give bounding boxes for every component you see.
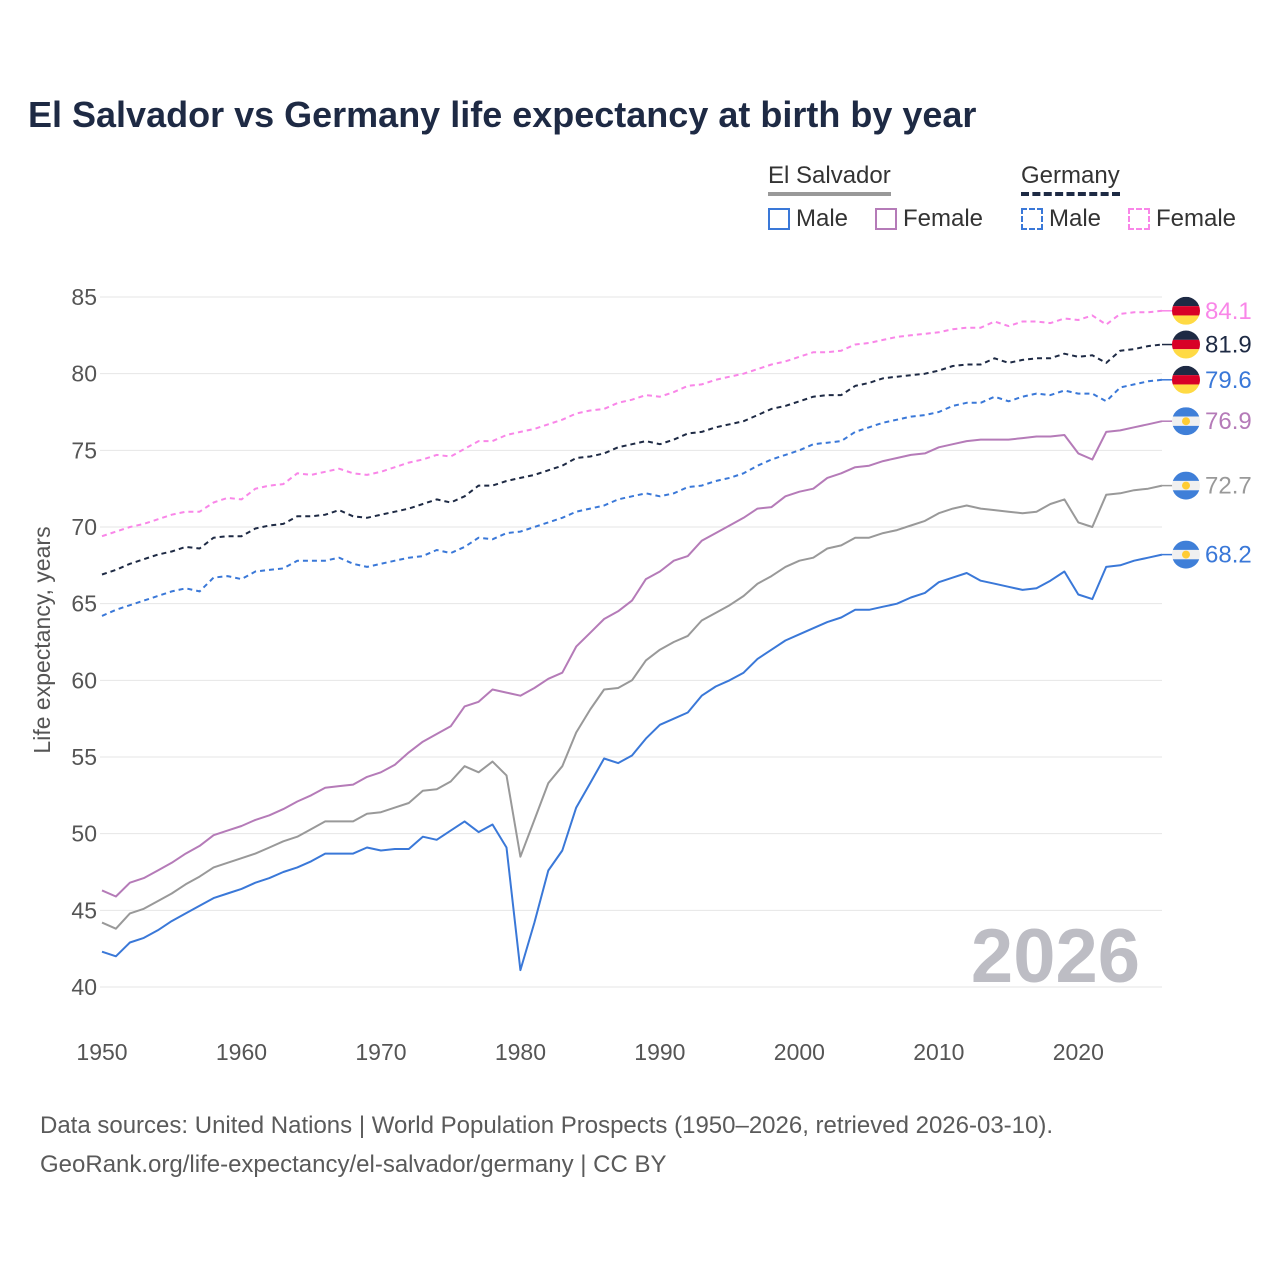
y-axis-label: Life expectancy, years [29, 526, 55, 753]
end-value-label: 81.9 [1205, 332, 1252, 359]
end-value-label: 84.1 [1205, 298, 1252, 325]
chart-title: El Salvador vs Germany life expectancy a… [28, 94, 977, 135]
germany-flag-icon [1172, 296, 1200, 325]
legend-swatch [1021, 208, 1043, 230]
y-tick-label: 60 [71, 667, 97, 693]
footer: Data sources: United Nations | World Pop… [40, 1106, 1053, 1184]
legend-group-germany: Germany [1021, 162, 1120, 196]
series-line-germany [101, 343, 1163, 576]
source-link[interactable]: GeoRank.org/life-expectancy/el-salvador/… [40, 1151, 667, 1178]
series-line-el-salvador-male [101, 553, 1163, 972]
legend-swatch [1128, 208, 1150, 230]
legend-label: Female [903, 205, 984, 232]
x-tick-label: 1990 [634, 1039, 685, 1065]
year-watermark: 2026 [971, 914, 1140, 999]
el-salvador-flag-icon [1172, 471, 1200, 500]
x-tick-label: 1980 [495, 1039, 546, 1065]
x-tick-label: 2020 [1053, 1039, 1104, 1065]
series-line-el-salvador-female [101, 420, 1163, 898]
y-tick-label: 40 [71, 974, 97, 1000]
legend-label: Male [1049, 205, 1102, 232]
legend-group-el-salvador: El Salvador [768, 162, 891, 196]
x-tick-label: 1950 [76, 1039, 127, 1065]
y-tick-label: 80 [71, 361, 97, 387]
el-salvador-flag-icon [1172, 540, 1200, 569]
end-value-label: 79.6 [1205, 367, 1252, 394]
end-value-label: 76.9 [1205, 408, 1252, 435]
end-value-label: 68.2 [1205, 542, 1252, 569]
el-salvador-flag-icon [1172, 407, 1200, 436]
legend-label: Female [1156, 205, 1237, 232]
legend-swatch [768, 208, 790, 230]
y-tick-label: 85 [71, 284, 97, 310]
y-tick-label: 55 [71, 744, 97, 770]
legend-item-el-salvador-male[interactable]: Male [768, 205, 848, 233]
legend-item-germany-female[interactable]: Female [1128, 205, 1236, 233]
x-tick-label: 2010 [913, 1039, 964, 1065]
y-tick-label: 70 [71, 514, 97, 540]
legend-item-el-salvador-female[interactable]: Female [875, 205, 983, 233]
x-tick-label: 1960 [216, 1039, 267, 1065]
x-tick-label: 1970 [355, 1039, 406, 1065]
y-tick-label: 65 [71, 591, 97, 617]
legend-item-germany-male[interactable]: Male [1021, 205, 1101, 233]
series-line-germany-female [101, 309, 1163, 538]
germany-flag-icon [1172, 365, 1200, 394]
x-tick-label: 2000 [774, 1039, 825, 1065]
series-line-germany-male [101, 378, 1163, 617]
y-tick-label: 45 [71, 897, 97, 923]
y-tick-label: 75 [71, 437, 97, 463]
legend-swatch [875, 208, 897, 230]
y-tick-label: 50 [71, 821, 97, 847]
end-value-label: 72.7 [1205, 473, 1252, 500]
series-line-el-salvador [101, 484, 1163, 930]
legend-label: Male [796, 205, 849, 232]
germany-flag-icon [1172, 330, 1200, 359]
data-source-text: Data sources: United Nations | World Pop… [40, 1112, 1054, 1139]
